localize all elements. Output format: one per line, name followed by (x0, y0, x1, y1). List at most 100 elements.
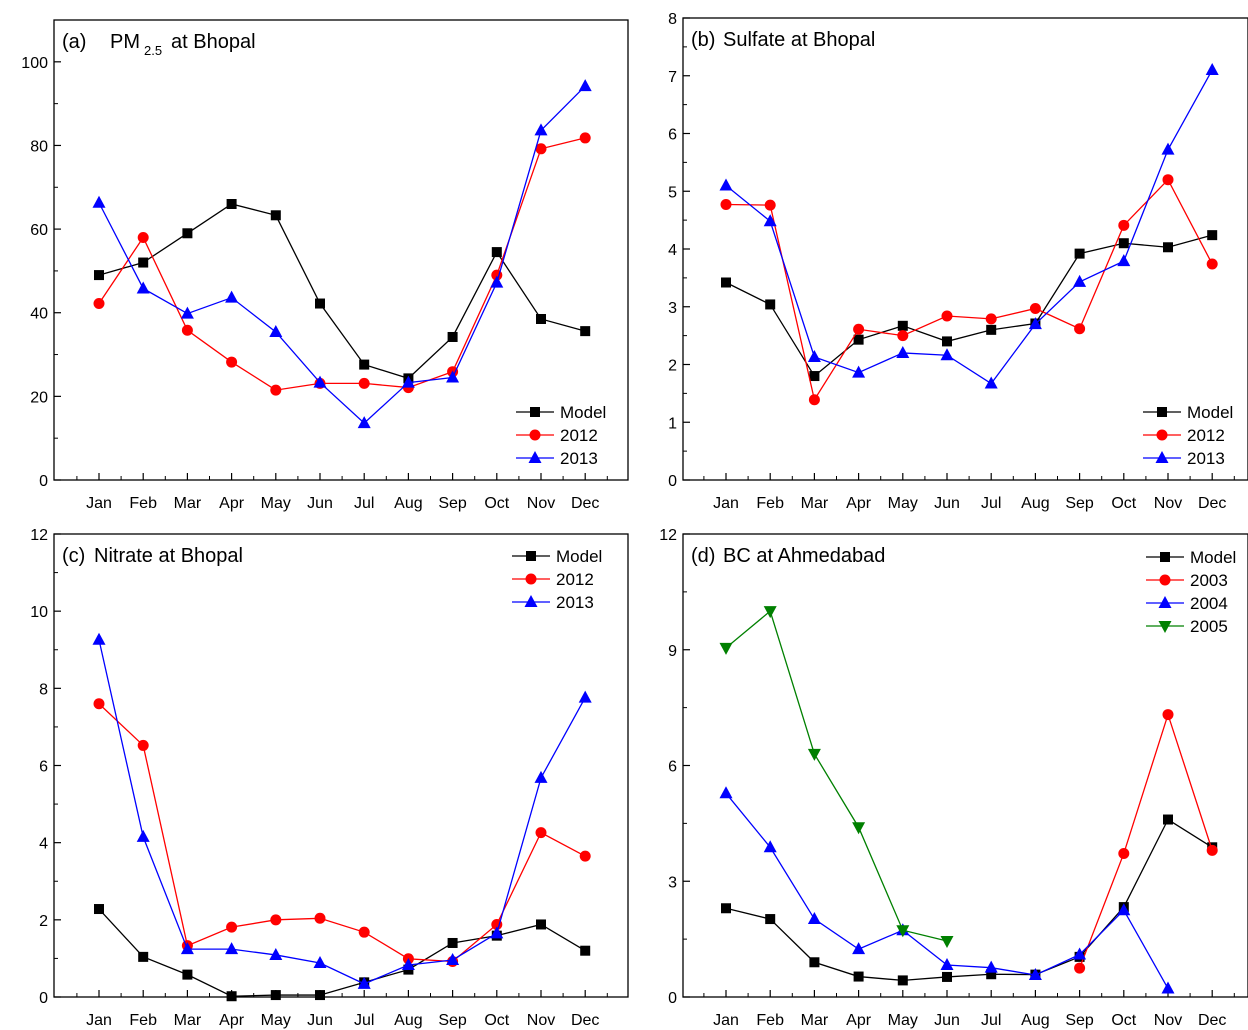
data-point (579, 132, 591, 144)
data-point (180, 306, 194, 319)
x-tick-label: Jun (307, 1012, 333, 1029)
x-tick-label: Dec (1198, 495, 1226, 512)
y-tick-label: 20 (30, 389, 48, 406)
x-tick-label: Sep (438, 1012, 467, 1029)
y-tick-label: 100 (21, 55, 48, 72)
data-point (92, 195, 106, 208)
chart-panel-a: 0 20 40 60 80 100 Jan Feb Mar Apr May Jun Jul Aug Sep O… (21, 19, 629, 512)
x-tick-label: Aug (1021, 1012, 1049, 1029)
y-tick-label: 0 (668, 990, 677, 1007)
y-tick-label: 8 (668, 11, 677, 28)
x-tick-label: Oct (1111, 1012, 1136, 1029)
data-point (1074, 323, 1086, 335)
data-point (897, 330, 909, 342)
data-point (942, 971, 952, 982)
data-point (536, 314, 546, 324)
data-point (536, 919, 546, 930)
data-point (1074, 248, 1085, 259)
y-tick-label: 3 (668, 874, 677, 891)
x-tick-label: Jan (86, 1012, 112, 1029)
y-tick-label: 7 (668, 69, 677, 86)
legend-label: Model (556, 547, 602, 566)
x-tick-label: Mar (174, 495, 202, 512)
legend: Model 2012 2013 (1143, 403, 1233, 468)
legend-marker (1160, 552, 1170, 562)
data-point (359, 359, 370, 370)
data-point (1117, 254, 1131, 267)
data-point (92, 632, 106, 645)
data-point (182, 228, 193, 239)
data-point (719, 178, 733, 191)
data-point (313, 375, 327, 388)
data-point (763, 214, 777, 227)
series-2013 (92, 79, 592, 429)
chart-panel-c: 0 2 4 6 8 10 12 Jan Feb Mar Apr May Jun Jul Aug Sep Oct N… (30, 527, 629, 1029)
data-point (1029, 302, 1041, 314)
panel-title: BC at Ahmedabad (723, 545, 885, 567)
x-tick-label: May (888, 1012, 918, 1029)
series-line (725, 610, 948, 942)
data-point (491, 247, 502, 258)
x-tick-label: Dec (1198, 1012, 1226, 1029)
data-point (138, 257, 149, 268)
data-point (446, 952, 460, 965)
y-tick-label: 0 (39, 990, 48, 1007)
y-tick-label: 10 (30, 604, 48, 621)
legend-label: 2012 (560, 426, 598, 445)
panel-label: (d) (691, 545, 715, 567)
series-2013 (719, 62, 1219, 389)
data-point (719, 642, 733, 655)
data-point (1161, 981, 1175, 994)
legend-marker (1158, 596, 1172, 608)
y-tick-label: 6 (39, 759, 48, 776)
legend: Model 2012 2013 (516, 403, 606, 468)
x-tick-label: Dec (571, 1012, 599, 1029)
x-tick-label: Apr (219, 1012, 245, 1029)
series-line (98, 639, 586, 985)
data-point (136, 829, 150, 842)
data-point (1074, 962, 1086, 974)
data-point (719, 786, 733, 799)
series-line (98, 203, 586, 380)
data-point (226, 921, 238, 933)
data-point (579, 850, 591, 862)
series-model (94, 904, 591, 1002)
data-point (1205, 62, 1219, 75)
data-point (896, 345, 910, 358)
data-point (721, 277, 731, 288)
x-tick-label: Feb (129, 1012, 157, 1029)
data-point (940, 348, 954, 361)
data-point (270, 914, 282, 926)
legend-label: 2013 (1187, 449, 1225, 468)
data-point (357, 416, 371, 429)
chart-panel-d: 0 3 6 9 12 Jan Feb Mar Apr May Jun Jul Aug Sep Oct Nov D… (659, 527, 1248, 1029)
legend-marker (528, 451, 542, 463)
data-point (313, 956, 327, 969)
y-tick-label: 1 (668, 415, 677, 432)
legend-marker (1158, 621, 1172, 633)
x-tick-label: Sep (1065, 1012, 1094, 1029)
x-tick-label: Feb (756, 1012, 784, 1029)
data-point (852, 822, 866, 835)
data-point (534, 770, 548, 783)
data-point (180, 942, 194, 955)
series-2012 (93, 698, 591, 968)
data-point (809, 371, 820, 382)
x-tick-label: Nov (527, 1012, 555, 1029)
x-tick-label: May (261, 495, 291, 512)
series-line (725, 69, 1213, 385)
y-tick-label: 12 (659, 527, 677, 544)
data-point (809, 957, 820, 968)
x-tick-label: Apr (219, 495, 245, 512)
x-tick-label: Jan (713, 495, 739, 512)
x-tick-label: Aug (1021, 495, 1049, 512)
data-point (181, 324, 193, 336)
data-point (1028, 968, 1042, 981)
data-point (447, 331, 458, 342)
series-line (1078, 712, 1213, 969)
x-tick-label: Oct (484, 495, 509, 512)
data-point (853, 971, 864, 982)
data-point (226, 991, 237, 1002)
data-point (897, 320, 908, 331)
data-point (358, 926, 370, 938)
